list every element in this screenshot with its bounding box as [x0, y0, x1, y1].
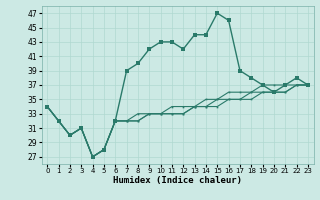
X-axis label: Humidex (Indice chaleur): Humidex (Indice chaleur)	[113, 176, 242, 185]
